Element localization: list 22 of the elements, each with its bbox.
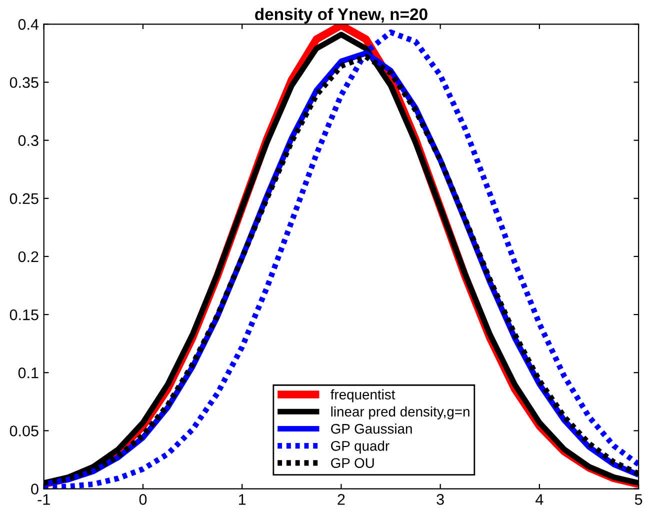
- y-tick-label: 0.4: [18, 19, 39, 30]
- x-tick-label: 0: [139, 494, 147, 505]
- legend-label: linear pred density,g=n: [331, 406, 470, 420]
- y-tick-label: 0: [31, 484, 38, 494]
- legend-label: frequentist: [330, 389, 396, 402]
- x-tick-label: 5: [634, 494, 642, 505]
- legend-label: GP OU: [331, 458, 374, 468]
- x-tick-label: 3: [436, 494, 444, 505]
- y-tick-label: 0.3: [18, 135, 38, 146]
- chart-title: density of Ynew, n=20: [255, 8, 428, 24]
- legend-label: GP quadr: [331, 440, 390, 454]
- legend-label: GP Gaussian: [331, 424, 412, 434]
- y-tick-label: 0.15: [10, 309, 38, 320]
- y-tick-label: 0.05: [10, 426, 38, 436]
- x-tick-label: 1: [239, 494, 246, 505]
- y-tick-label: 0.2: [18, 251, 38, 262]
- x-tick-label: -1: [38, 494, 50, 505]
- x-tick-label: 2: [338, 494, 345, 505]
- y-tick-label: 0.35: [10, 77, 38, 88]
- y-tick-label: 0.25: [10, 193, 38, 204]
- y-tick-label: 0.1: [18, 367, 38, 378]
- x-tick-label: 4: [536, 494, 544, 505]
